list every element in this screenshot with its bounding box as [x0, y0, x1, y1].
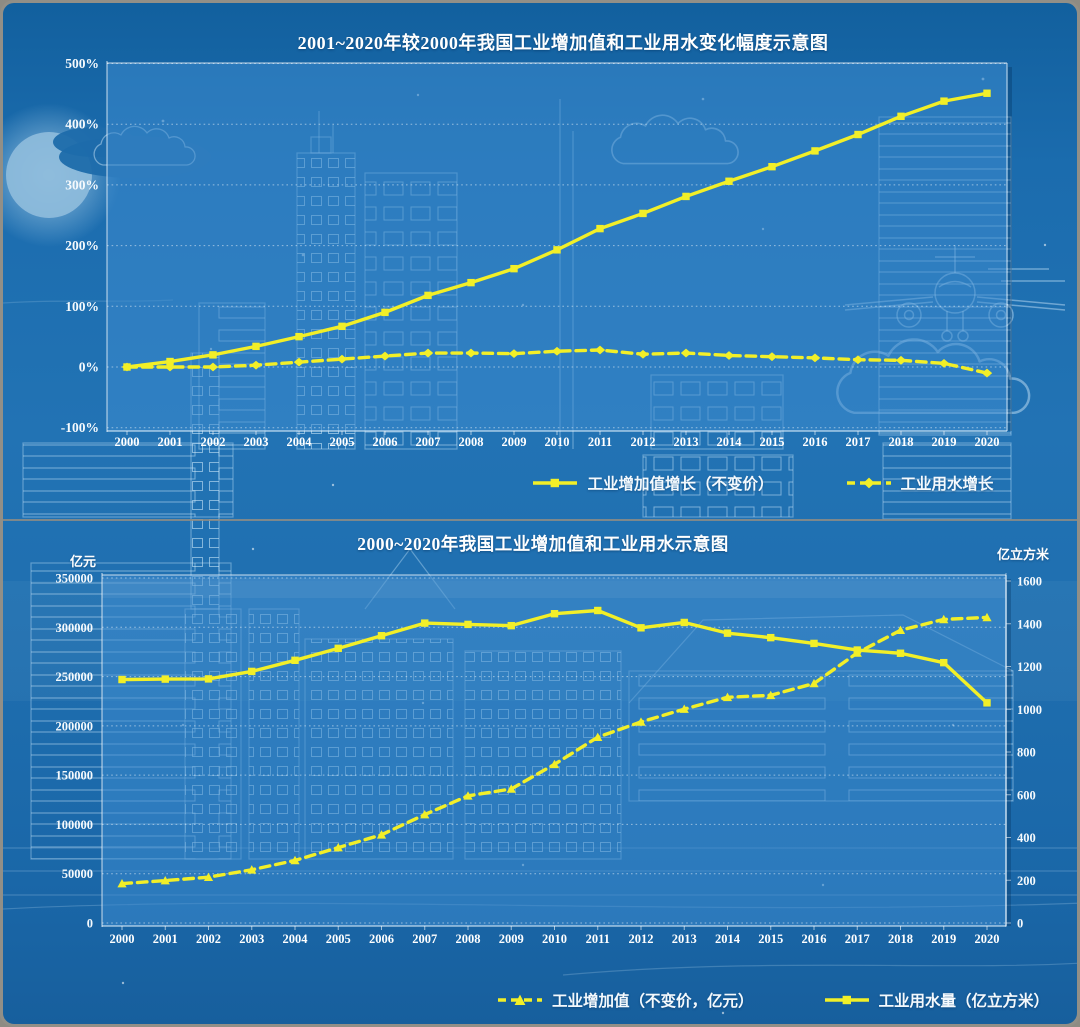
svg-text:2000: 2000: [110, 932, 135, 946]
svg-text:2003: 2003: [239, 932, 264, 946]
levels-chart-svg: 3500003000002500002000001500001000005000…: [56, 572, 1043, 947]
right-axis-unit-label: 亿立方米: [997, 547, 1050, 562]
svg-text:2011: 2011: [586, 932, 610, 946]
bottom-chart-title: 2000~2020年我国工业增加值和工业用水示意图: [357, 534, 729, 554]
growth-chart-svg: 500% 400% 300% 200% 100% 0% -100% 2000 2001 2002 2…: [61, 56, 1012, 449]
svg-text:300000: 300000: [56, 621, 94, 635]
legend-label: 工业增加值增长（不变价）: [587, 476, 774, 493]
legend-label: 工业用水量（亿立方米）: [878, 993, 1050, 1010]
svg-text:300%: 300%: [65, 177, 99, 192]
svg-text:1000: 1000: [1017, 703, 1042, 717]
panel-divider: [3, 519, 1077, 521]
svg-text:200%: 200%: [65, 238, 99, 253]
svg-text:2003: 2003: [244, 435, 269, 449]
svg-text:0: 0: [1017, 917, 1023, 931]
svg-text:2020: 2020: [975, 932, 1000, 946]
svg-text:2005: 2005: [330, 435, 355, 449]
svg-text:2002: 2002: [196, 932, 221, 946]
svg-text:2013: 2013: [672, 932, 697, 946]
svg-text:2014: 2014: [717, 435, 743, 449]
legend-item-water-growth: 工业用水增长: [846, 472, 994, 494]
svg-text:0%: 0%: [79, 360, 99, 375]
dashed-line-triangle-marker-icon: [497, 994, 542, 1005]
legend-label: 工业增加值（不变价，亿元）: [551, 993, 754, 1010]
svg-text:2019: 2019: [931, 932, 956, 946]
svg-text:2010: 2010: [542, 932, 567, 946]
svg-text:2012: 2012: [629, 932, 654, 946]
legend-item-added-value: 工业增加值（不变价，亿元）: [497, 989, 754, 1011]
svg-text:50000: 50000: [62, 867, 93, 881]
svg-text:2020: 2020: [975, 435, 1000, 449]
svg-text:400: 400: [1017, 831, 1036, 845]
svg-text:1600: 1600: [1017, 575, 1042, 589]
bottom-chart-legend: 工业增加值（不变价，亿元） 工业用水量（亿立方米）: [453, 989, 1077, 1011]
svg-text:2000: 2000: [115, 435, 140, 449]
svg-text:200: 200: [1017, 874, 1036, 888]
svg-text:2017: 2017: [846, 435, 871, 449]
left-axis-unit-label: 亿元: [69, 554, 96, 569]
svg-text:2001: 2001: [153, 932, 178, 946]
svg-text:2009: 2009: [502, 435, 527, 449]
svg-text:600: 600: [1017, 788, 1036, 802]
svg-text:2014: 2014: [715, 932, 741, 946]
svg-text:2001: 2001: [158, 435, 183, 449]
svg-text:2010: 2010: [545, 435, 570, 449]
svg-text:-100%: -100%: [61, 420, 99, 435]
svg-text:100%: 100%: [65, 299, 99, 314]
svg-text:2013: 2013: [674, 435, 699, 449]
svg-text:2008: 2008: [459, 435, 484, 449]
top-chart-title: 2001~2020年较2000年我国工业增加值和工业用水变化幅度示意图: [297, 33, 829, 53]
svg-text:2006: 2006: [373, 435, 398, 449]
svg-text:2007: 2007: [416, 435, 441, 449]
svg-text:2004: 2004: [283, 932, 309, 946]
svg-text:1400: 1400: [1017, 617, 1042, 631]
svg-text:2018: 2018: [889, 435, 914, 449]
svg-text:2011: 2011: [588, 435, 612, 449]
svg-text:2007: 2007: [412, 932, 437, 946]
svg-text:2015: 2015: [760, 435, 785, 449]
svg-text:100000: 100000: [56, 818, 94, 832]
svg-text:250000: 250000: [56, 670, 94, 684]
svg-text:2012: 2012: [631, 435, 656, 449]
svg-text:200000: 200000: [56, 719, 94, 733]
svg-text:2019: 2019: [932, 435, 957, 449]
moon-illustration: [3, 103, 211, 247]
svg-text:150000: 150000: [56, 769, 94, 783]
solid-line-square-marker-icon: [824, 995, 869, 1005]
svg-text:2006: 2006: [369, 932, 394, 946]
dashed-line-diamond-marker-icon: [846, 477, 891, 489]
svg-text:400%: 400%: [65, 117, 99, 132]
svg-text:2004: 2004: [287, 435, 313, 449]
legend-label: 工业用水增长: [900, 476, 994, 493]
svg-text:2016: 2016: [802, 932, 827, 946]
top-chart-legend: 工业增加值增长（不变价） 工业用水增长: [463, 472, 1063, 494]
svg-text:800: 800: [1017, 746, 1036, 760]
legend-item-added-value-growth: 工业增加值增长（不变价）: [532, 472, 774, 494]
svg-text:2005: 2005: [326, 932, 351, 946]
legend-item-water-volume: 工业用水量（亿立方米）: [824, 989, 1050, 1011]
svg-text:2015: 2015: [758, 932, 783, 946]
svg-text:2008: 2008: [456, 932, 481, 946]
svg-text:2009: 2009: [499, 932, 524, 946]
svg-text:350000: 350000: [56, 572, 94, 586]
svg-text:2018: 2018: [888, 932, 913, 946]
svg-text:0: 0: [87, 917, 93, 931]
svg-text:2002: 2002: [201, 435, 226, 449]
solid-line-square-marker-icon: [533, 478, 578, 488]
svg-text:1200: 1200: [1017, 660, 1042, 674]
svg-text:500%: 500%: [65, 56, 99, 71]
svg-text:2017: 2017: [845, 932, 870, 946]
svg-text:2016: 2016: [803, 435, 828, 449]
